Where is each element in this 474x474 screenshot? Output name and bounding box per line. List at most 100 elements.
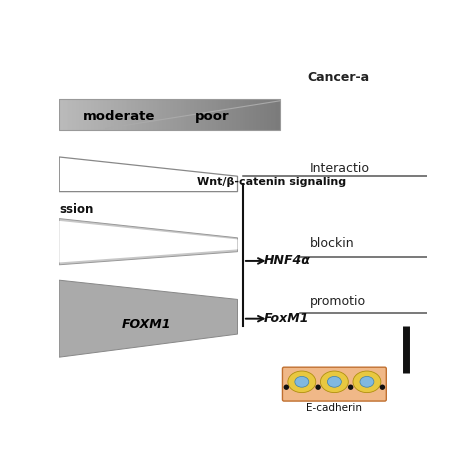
Bar — [177, 99, 179, 130]
Bar — [72, 99, 74, 130]
Bar — [142, 99, 144, 130]
Bar — [128, 99, 129, 130]
Bar — [262, 99, 264, 130]
Ellipse shape — [295, 376, 309, 387]
Text: Wnt/β-catenin signaling: Wnt/β-catenin signaling — [197, 177, 346, 187]
Bar — [223, 99, 225, 130]
Bar — [193, 99, 195, 130]
Text: FOXM1: FOXM1 — [121, 319, 171, 331]
Text: Cancer-a: Cancer-a — [307, 71, 369, 84]
Bar — [151, 99, 153, 130]
Bar — [120, 99, 122, 130]
Bar — [238, 99, 240, 130]
Bar — [144, 99, 146, 130]
Ellipse shape — [288, 371, 316, 392]
Bar — [113, 99, 114, 130]
Bar — [101, 99, 103, 130]
Ellipse shape — [328, 376, 341, 387]
Bar — [265, 99, 267, 130]
Bar — [228, 99, 230, 130]
Bar — [91, 99, 92, 130]
Bar — [149, 99, 151, 130]
Bar — [161, 99, 162, 130]
Bar — [85, 99, 87, 130]
Polygon shape — [59, 280, 237, 357]
Bar — [68, 99, 70, 130]
Bar — [269, 99, 271, 130]
Bar — [126, 99, 128, 130]
Text: poor: poor — [195, 110, 229, 123]
Bar — [207, 99, 209, 130]
Bar — [260, 99, 262, 130]
Bar — [264, 99, 265, 130]
Text: E-cadherin: E-cadherin — [306, 403, 363, 413]
Bar — [274, 99, 276, 130]
Circle shape — [380, 384, 385, 390]
Bar — [118, 99, 120, 130]
Bar — [253, 99, 255, 130]
Bar — [258, 99, 260, 130]
Bar — [188, 99, 190, 130]
Text: HNF4α: HNF4α — [264, 255, 311, 267]
Bar — [153, 99, 155, 130]
Bar — [164, 99, 166, 130]
Bar — [227, 99, 228, 130]
Bar — [256, 99, 258, 130]
Bar — [122, 99, 124, 130]
Text: promotio: promotio — [310, 295, 366, 308]
Bar — [230, 99, 232, 130]
Bar — [59, 99, 61, 130]
Bar — [241, 99, 243, 130]
Bar — [172, 99, 173, 130]
Bar — [159, 99, 161, 130]
Text: ssion: ssion — [59, 203, 94, 216]
Bar — [205, 99, 207, 130]
Bar — [155, 99, 157, 130]
Bar — [70, 99, 72, 130]
Bar — [197, 99, 199, 130]
Bar — [190, 99, 192, 130]
Bar — [137, 99, 138, 130]
Bar — [214, 99, 216, 130]
Bar — [67, 99, 68, 130]
Bar — [98, 99, 100, 130]
Bar — [251, 99, 253, 130]
Bar — [203, 99, 205, 130]
Circle shape — [283, 384, 289, 390]
Bar — [87, 99, 89, 130]
Bar — [109, 99, 111, 130]
Bar — [114, 99, 116, 130]
Bar — [170, 99, 172, 130]
Bar — [168, 99, 170, 130]
FancyBboxPatch shape — [283, 367, 386, 401]
Bar — [162, 99, 164, 130]
Text: moderate: moderate — [82, 110, 155, 123]
Bar — [78, 99, 80, 130]
Bar — [82, 99, 83, 130]
Bar — [96, 99, 98, 130]
Bar — [278, 99, 280, 130]
Bar — [236, 99, 238, 130]
Bar — [166, 99, 168, 130]
Bar — [94, 99, 96, 130]
Bar — [255, 99, 256, 130]
Bar — [138, 99, 140, 130]
Bar — [225, 99, 227, 130]
Bar — [179, 99, 181, 130]
Bar — [216, 99, 218, 130]
Circle shape — [315, 384, 321, 390]
Bar — [89, 99, 91, 130]
Bar — [182, 99, 184, 130]
Text: FoxM1: FoxM1 — [264, 312, 310, 325]
Text: Interactio: Interactio — [310, 162, 370, 175]
Bar — [100, 99, 101, 130]
Bar — [140, 99, 142, 130]
Bar — [221, 99, 223, 130]
Bar — [201, 99, 203, 130]
Bar — [218, 99, 219, 130]
Bar — [135, 99, 137, 130]
Bar — [199, 99, 201, 130]
Bar — [249, 99, 251, 130]
Bar — [186, 99, 188, 130]
Bar — [147, 99, 149, 130]
